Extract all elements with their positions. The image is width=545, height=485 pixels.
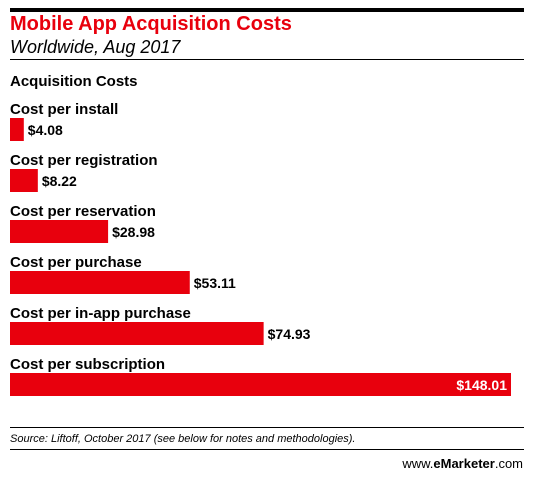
category-label-cost-per-install: Cost per install [10,101,118,118]
value-label-cost-per-in-app-purchase: $74.93 [268,326,311,342]
category-label-cost-per-in-app-purchase: Cost per in-app purchase [10,305,191,322]
credit-brand: eMarketer [433,456,495,471]
bottom-rule [10,449,524,450]
category-label-cost-per-subscription: Cost per subscription [10,356,165,373]
credit-suffix: .com [494,456,523,471]
bar-cost-per-registration [10,169,38,192]
category-label-cost-per-reservation: Cost per reservation [10,203,156,220]
bar-cost-per-purchase [10,271,190,294]
chart-subtitle: Worldwide, Aug 2017 [10,37,181,57]
chart-title: Mobile App Acquisition Costs [10,13,292,35]
bar-cost-per-in-app-purchase [10,322,264,345]
bar-cost-per-install [10,118,24,141]
value-label-cost-per-reservation: $28.98 [112,224,155,240]
source-note: Source: Liftoff, October 2017 (see below… [10,433,356,445]
source-rule [10,427,524,428]
value-label-cost-per-purchase: $53.11 [194,275,236,291]
subtitle-rule [10,59,524,60]
bar-cost-per-subscription [10,373,511,396]
emarketer-credit[interactable]: www.eMarketer.com [402,456,523,471]
series-heading: Acquisition Costs [10,73,138,90]
bar-cost-per-reservation [10,220,109,243]
value-label-cost-per-registration: $8.22 [42,173,77,189]
value-label-cost-per-install: $4.08 [28,122,63,138]
top-rule [10,8,524,12]
credit-prefix: www. [402,456,434,471]
value-label-cost-per-subscription: $148.01 [456,377,507,393]
category-label-cost-per-registration: Cost per registration [10,152,158,169]
category-label-cost-per-purchase: Cost per purchase [10,254,142,271]
